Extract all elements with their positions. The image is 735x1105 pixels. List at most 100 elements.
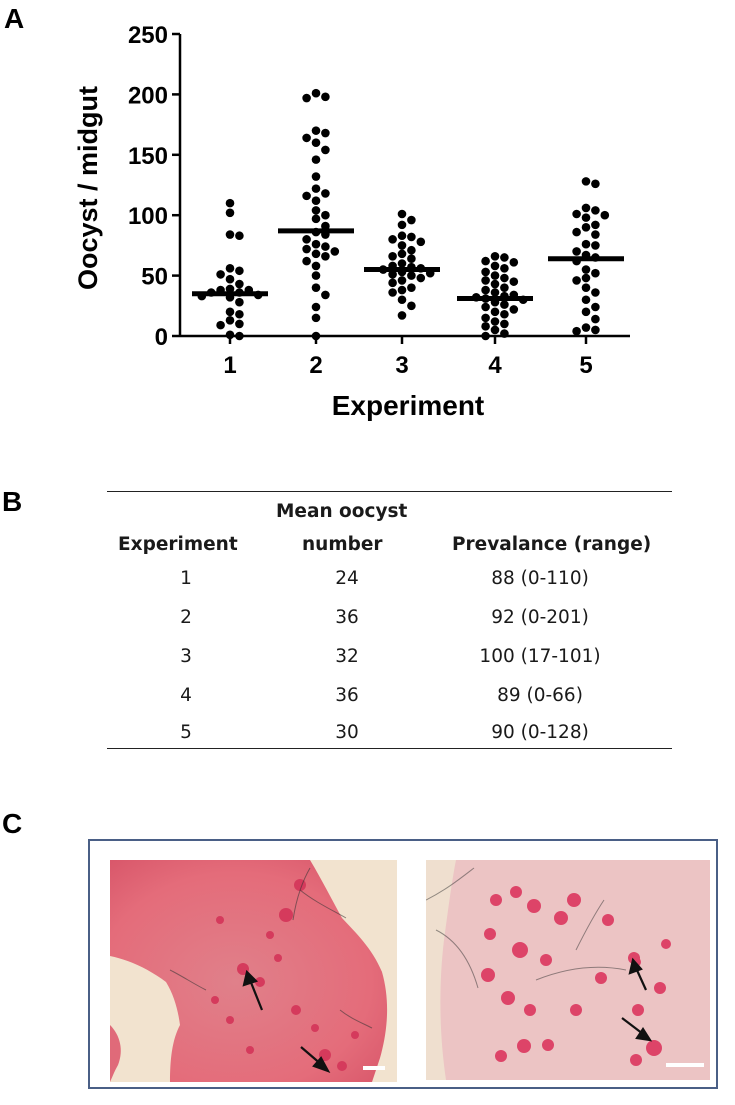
data-point: [397, 276, 407, 285]
data-point: [500, 283, 509, 292]
data-point: [397, 295, 407, 305]
data-point: [581, 273, 591, 283]
y-tick-label: 100: [128, 203, 168, 230]
data-point: [311, 196, 321, 206]
tissue-fragment: [110, 1025, 121, 1082]
data-point: [490, 251, 500, 261]
data-point: [235, 279, 244, 289]
data-point: [591, 206, 600, 215]
cell-experiment: 3: [180, 646, 192, 667]
data-point: [311, 214, 321, 224]
y-tick-label: 250: [128, 22, 168, 49]
data-point: [321, 242, 330, 251]
x-axis-label: Experiment: [332, 390, 485, 421]
data-point: [591, 241, 600, 250]
data-point: [500, 329, 509, 338]
tracheae: [169, 867, 373, 1029]
data-point: [581, 239, 591, 249]
table-bottom-rule: [107, 748, 672, 749]
data-point: [388, 251, 397, 261]
data-point: [321, 221, 330, 231]
data-point: [509, 305, 519, 314]
micrograph-right: [426, 860, 710, 1080]
data-point: [330, 247, 340, 256]
data-point: [321, 128, 330, 138]
data-point: [581, 177, 591, 186]
data-point: [235, 331, 244, 341]
data-point: [407, 271, 416, 280]
table-top-rule: [107, 491, 672, 492]
data-point: [481, 285, 490, 295]
data-point: [572, 247, 581, 256]
data-point: [481, 256, 490, 266]
data-point: [388, 278, 397, 288]
data-points: [197, 88, 610, 341]
data-point: [225, 307, 235, 317]
data-point: [509, 258, 519, 267]
data-point: [388, 288, 397, 297]
data-point: [407, 245, 416, 255]
data-point: [407, 254, 416, 263]
data-point: [581, 213, 591, 222]
data-point: [311, 283, 321, 292]
data-point: [235, 319, 244, 329]
scale-bar: [666, 1063, 704, 1067]
data-point: [302, 244, 311, 254]
data-point: [500, 253, 509, 262]
data-point: [490, 325, 500, 335]
data-point: [490, 261, 500, 271]
data-point: [481, 267, 490, 277]
data-point: [216, 270, 225, 279]
data-point: [235, 297, 244, 307]
data-point: [581, 295, 591, 305]
data-point: [225, 230, 235, 239]
header-mean-line2: number: [302, 534, 383, 555]
data-point: [581, 323, 591, 332]
data-point: [225, 284, 235, 294]
data-point: [225, 274, 235, 284]
data-point: [591, 302, 600, 312]
cell-experiment: 5: [180, 722, 192, 743]
data-point: [311, 126, 321, 135]
data-point: [225, 330, 235, 340]
header-mean-line1: Mean oocyst: [276, 501, 408, 522]
data-point: [416, 273, 426, 283]
data-point: [572, 227, 581, 237]
cell-experiment: 2: [180, 607, 192, 628]
panel-label-a: A: [4, 3, 25, 34]
y-tick-label: 50: [141, 264, 168, 291]
data-point: [225, 315, 235, 325]
data-point: [490, 288, 500, 297]
data-point: [572, 209, 581, 219]
micrograph-left: [110, 860, 397, 1082]
data-point: [572, 276, 581, 285]
scatter-chart: 0 50 100 150 200 250 1 2 3 4 5 Oocyst / midgut Ex…: [73, 22, 630, 421]
data-point: [397, 285, 407, 295]
data-point: [407, 215, 416, 225]
mean-lines: [192, 228, 624, 302]
data-point: [591, 314, 600, 324]
micrograph-frame: [88, 839, 718, 1089]
x-tick-label: 1: [223, 352, 236, 379]
data-point: [388, 270, 397, 279]
data-point: [500, 273, 509, 283]
data-point: [311, 206, 321, 215]
data-point: [416, 237, 426, 247]
oocysts: [481, 886, 671, 1066]
data-point: [311, 261, 321, 271]
x-tick-label: 5: [579, 352, 592, 379]
panel-label-b: B: [2, 486, 23, 517]
x-axis: 1 2 3 4 5: [180, 334, 630, 379]
data-point: [500, 309, 509, 319]
data-point: [481, 313, 490, 323]
data-point: [509, 277, 519, 286]
data-point: [311, 313, 321, 323]
data-point: [581, 307, 591, 317]
scale-bar: [363, 1066, 385, 1070]
data-point: [216, 320, 225, 330]
data-point: [591, 325, 600, 335]
data-point: [302, 93, 311, 103]
data-point: [490, 317, 500, 326]
data-point: [302, 133, 311, 143]
data-point: [591, 288, 600, 297]
